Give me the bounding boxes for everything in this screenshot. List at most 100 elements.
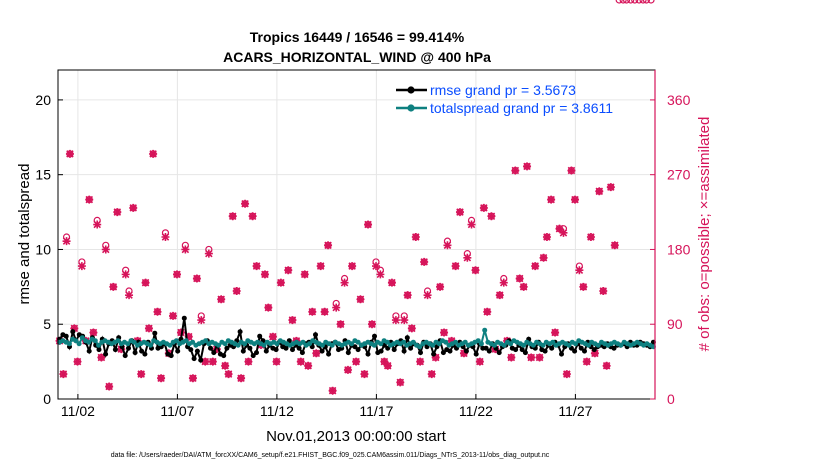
rmse-point bbox=[578, 345, 584, 351]
totalspread-point bbox=[76, 341, 82, 347]
obs-assimilated-marker bbox=[582, 357, 591, 366]
obs-assimilated-marker bbox=[228, 212, 237, 221]
x-tick-label: 11/22 bbox=[459, 403, 493, 419]
totalspread-point bbox=[410, 339, 416, 345]
obs-assimilated-marker bbox=[567, 166, 576, 175]
obs-assimilated-marker bbox=[320, 307, 329, 316]
rmse-point bbox=[122, 353, 128, 359]
obs-assimilated-marker bbox=[483, 307, 492, 316]
obs-possible-marker bbox=[615, 0, 623, 4]
obs-assimilated-marker bbox=[89, 328, 98, 337]
obs-assimilated-marker bbox=[149, 149, 158, 158]
rmse-point bbox=[447, 348, 453, 354]
obs-assimilated-marker bbox=[610, 241, 619, 250]
rmse-point bbox=[273, 347, 279, 353]
obs-assimilated-marker bbox=[495, 291, 504, 300]
left-y-axis: 0 5 10 15 20 bbox=[35, 92, 63, 407]
totalspread-point bbox=[261, 342, 267, 348]
obs-assimilated-marker bbox=[70, 324, 79, 333]
obs-assimilated-marker bbox=[176, 328, 185, 337]
legend-spread-label: totalspread grand pr = 3.8611 bbox=[430, 100, 613, 116]
rmse-point bbox=[96, 347, 102, 353]
obs-assimilated-marker bbox=[300, 270, 309, 279]
data-file-footnote: data file: /Users/raeder/DAI/ATM_forcXX/… bbox=[111, 452, 550, 459]
rmse-point bbox=[296, 345, 302, 351]
totalspread-point bbox=[300, 339, 306, 345]
rmse-point bbox=[372, 333, 377, 339]
obs-assimilated-marker bbox=[507, 353, 516, 362]
obs-assimilated-marker bbox=[555, 224, 564, 233]
rmse-point bbox=[70, 329, 76, 335]
obs-assimilated-marker bbox=[169, 311, 178, 320]
obs-assimilated-marker bbox=[340, 278, 349, 287]
rmse-point bbox=[237, 329, 243, 335]
totalspread-point bbox=[453, 339, 458, 345]
obs-assimilated-marker bbox=[65, 149, 74, 158]
obs-assimilated-marker bbox=[519, 282, 528, 291]
obs-assimilated-marker bbox=[352, 357, 361, 366]
totalspread-point bbox=[462, 339, 468, 345]
obs-assimilated-marker bbox=[559, 228, 568, 237]
rmse-point bbox=[63, 333, 69, 339]
rmse-point bbox=[254, 350, 259, 356]
rmse-point bbox=[408, 345, 414, 351]
x-tick-label: 11/27 bbox=[558, 403, 592, 419]
obs-assimilated-marker bbox=[411, 232, 420, 241]
obs-assimilated-marker bbox=[427, 370, 436, 379]
obs-assimilated-marker bbox=[511, 166, 520, 175]
totalspread-point bbox=[203, 338, 209, 344]
totalspread-point bbox=[378, 341, 384, 347]
rmse-point bbox=[198, 357, 204, 363]
totalspread-point bbox=[92, 338, 98, 344]
right-y-axis: 0 90 180 270 360 bbox=[650, 92, 691, 407]
rmse-point bbox=[559, 351, 564, 357]
obs-assimilated-marker bbox=[586, 232, 595, 241]
obs-assimilated-marker bbox=[137, 370, 146, 379]
totalspread-point bbox=[242, 341, 248, 347]
rmse-point bbox=[483, 345, 489, 351]
right-y-tick-label: 90 bbox=[667, 316, 683, 332]
obs-assimilated-marker bbox=[312, 349, 321, 358]
totalspread-point bbox=[550, 339, 556, 345]
x-axis: 11/02 11/07 11/12 11/17 11/22 11/27 bbox=[61, 394, 593, 419]
rmse-point bbox=[404, 335, 410, 341]
obs-assimilated-marker bbox=[268, 332, 277, 341]
totalspread-point bbox=[540, 342, 546, 348]
totalspread-point bbox=[508, 341, 514, 347]
rmse-point bbox=[139, 348, 145, 354]
rmse-point bbox=[283, 345, 289, 351]
left-y-tick-label: 15 bbox=[35, 167, 51, 183]
obs-assimilated-marker bbox=[184, 332, 193, 341]
obs-assimilated-marker bbox=[407, 324, 416, 333]
obs-assimilated-marker bbox=[383, 361, 392, 370]
rmse-point bbox=[463, 348, 469, 354]
rmse-point bbox=[208, 345, 213, 351]
obs-assimilated-marker bbox=[324, 241, 333, 250]
rmse-point bbox=[112, 347, 118, 353]
obs-assimilated-marker bbox=[316, 262, 325, 271]
totalspread-point bbox=[190, 339, 196, 345]
totalspread-point bbox=[148, 342, 153, 348]
rmse-point bbox=[290, 347, 295, 353]
totalspread-point bbox=[222, 341, 228, 347]
obs-assimilated-marker bbox=[153, 307, 162, 316]
totalspread-point bbox=[355, 339, 361, 345]
totalspread-point bbox=[216, 342, 222, 348]
obs-assimilated-marker bbox=[252, 262, 261, 271]
legend-rmse-label: rmse grand pr = 3.5673 bbox=[430, 82, 576, 98]
obs-assimilated-marker bbox=[121, 270, 130, 279]
right-y-tick-label: 0 bbox=[667, 391, 675, 407]
obs-assimilated-marker bbox=[531, 262, 540, 271]
obs-assimilated-marker bbox=[487, 212, 496, 221]
totalspread-point bbox=[274, 341, 280, 347]
obs-assimilated-marker bbox=[562, 370, 571, 379]
right-y-tick-label: 360 bbox=[667, 92, 691, 108]
totalspread-point bbox=[167, 342, 173, 348]
rmse-point bbox=[572, 348, 578, 354]
totalspread-point bbox=[173, 338, 179, 344]
rmse-point bbox=[431, 351, 437, 357]
rmse-point bbox=[299, 350, 305, 356]
obs-assimilated-marker bbox=[97, 353, 106, 362]
obs-assimilated-marker bbox=[241, 199, 250, 208]
obs-assimilated-marker bbox=[356, 295, 365, 304]
